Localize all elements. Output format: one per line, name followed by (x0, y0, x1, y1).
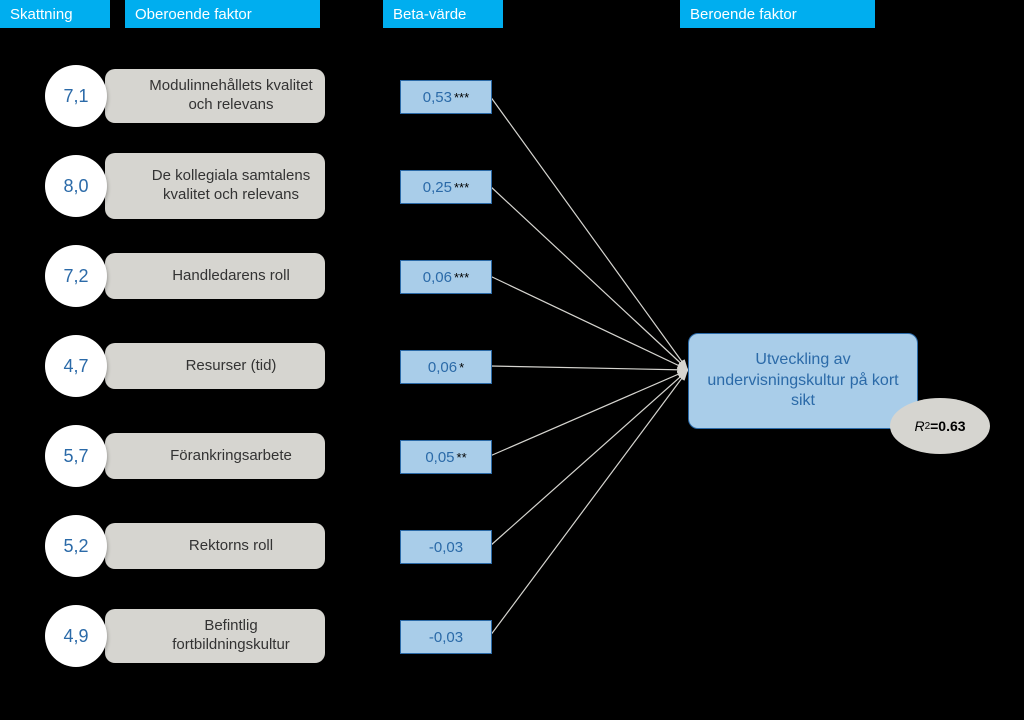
beta-box-0: 0,53*** (400, 80, 492, 114)
score-circle-2: 7,2 (45, 245, 107, 307)
beta-stars: *** (454, 270, 469, 285)
beta-value: 0,25 (423, 179, 452, 196)
factor-box-1: De kollegiala samtalens kvalitet och rel… (105, 153, 325, 219)
beta-value: -0,03 (429, 539, 463, 556)
factor-box-5: Rektorns roll (105, 523, 325, 569)
beta-value: -0,03 (429, 629, 463, 646)
beta-stars: *** (454, 180, 469, 195)
score-circle-0: 7,1 (45, 65, 107, 127)
factor-box-0: Modulinnehållets kvalitet och relevans (105, 69, 325, 123)
beta-box-5: -0,03 (400, 530, 492, 564)
beta-box-1: 0,25*** (400, 170, 492, 204)
dependent-box: Utveckling av undervisningskultur på kor… (688, 333, 918, 429)
header-1: Oberoende faktor (125, 0, 320, 28)
beta-value: 0,53 (423, 89, 452, 106)
score-circle-6: 4,9 (45, 605, 107, 667)
beta-box-3: 0,06* (400, 350, 492, 384)
r-squared-ellipse: R2=0.63 (890, 398, 990, 454)
score-circle-3: 4,7 (45, 335, 107, 397)
beta-stars: * (459, 360, 464, 375)
score-circle-1: 8,0 (45, 155, 107, 217)
score-circle-4: 5,7 (45, 425, 107, 487)
beta-value: 0,05 (425, 449, 454, 466)
beta-stars: ** (457, 450, 467, 465)
factor-box-2: Handledarens roll (105, 253, 325, 299)
factor-box-3: Resurser (tid) (105, 343, 325, 389)
factor-box-4: Förankringsarbete (105, 433, 325, 479)
beta-box-2: 0,06*** (400, 260, 492, 294)
beta-box-6: -0,03 (400, 620, 492, 654)
beta-stars: *** (454, 90, 469, 105)
factor-box-6: Befintlig fortbildningskultur (105, 609, 325, 663)
beta-value: 0,06 (423, 269, 452, 286)
beta-value: 0,06 (428, 359, 457, 376)
beta-box-4: 0,05** (400, 440, 492, 474)
header-0: Skattning (0, 0, 110, 28)
header-2: Beta-värde (383, 0, 503, 28)
score-circle-5: 5,2 (45, 515, 107, 577)
header-3: Beroende faktor (680, 0, 875, 28)
